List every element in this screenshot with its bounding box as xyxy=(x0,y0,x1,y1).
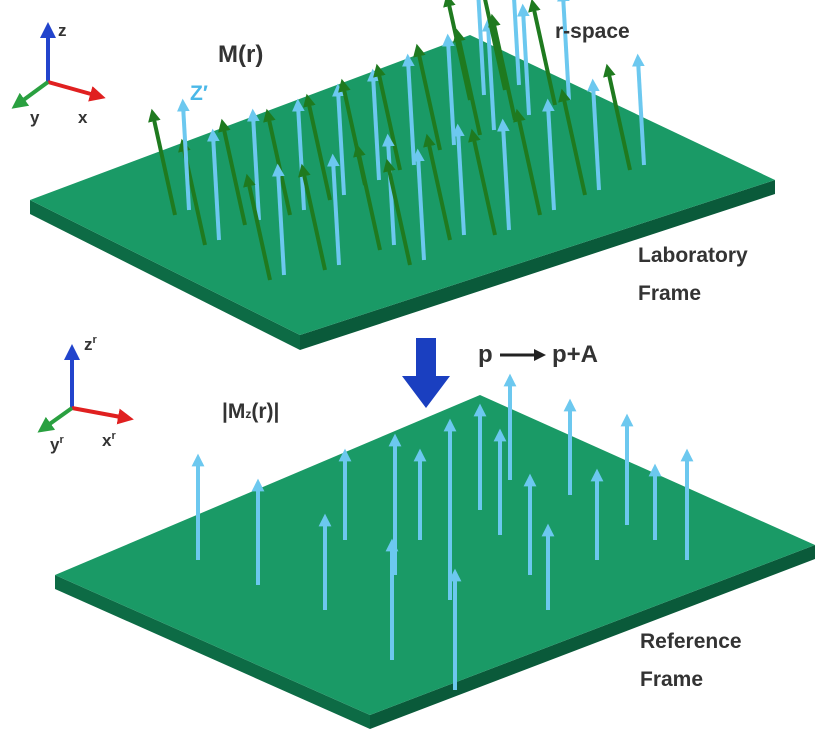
diagram: z y x M(r) Z′ r-space Laboratory Frame p… xyxy=(0,0,815,731)
axis-base: z xyxy=(84,335,93,354)
magnitude-rest: (r)| xyxy=(251,400,279,423)
magnetization-label: M(r) xyxy=(218,41,263,68)
local-axis-label: Z′ xyxy=(190,82,208,105)
frame-label: Frame xyxy=(640,668,703,691)
space-label: r-space xyxy=(555,20,630,43)
axis-label: zr xyxy=(84,334,98,354)
momentum-label: p+A xyxy=(552,341,598,368)
axis-sup: r xyxy=(59,434,64,446)
axis-label: z xyxy=(58,21,67,40)
frame-label: Laboratory xyxy=(638,244,748,267)
axis-label: y xyxy=(30,108,40,127)
axis-sup: r xyxy=(93,334,98,346)
transform-arrow xyxy=(402,338,450,408)
momentum-label: p xyxy=(478,341,493,368)
axis-label: yr xyxy=(50,434,64,454)
frame-label: Frame xyxy=(638,282,701,305)
magnitude-main: |M xyxy=(222,400,245,423)
axis-sup: r xyxy=(111,430,116,442)
reference-axes: zr yr xr xyxy=(44,334,126,454)
axis-label: xr xyxy=(102,430,116,450)
frame-label: Reference xyxy=(640,630,742,653)
lab-axes: z y x xyxy=(18,21,98,127)
magnitude-label: |Mz(r)| xyxy=(222,400,279,423)
axis-label: x xyxy=(78,108,88,127)
